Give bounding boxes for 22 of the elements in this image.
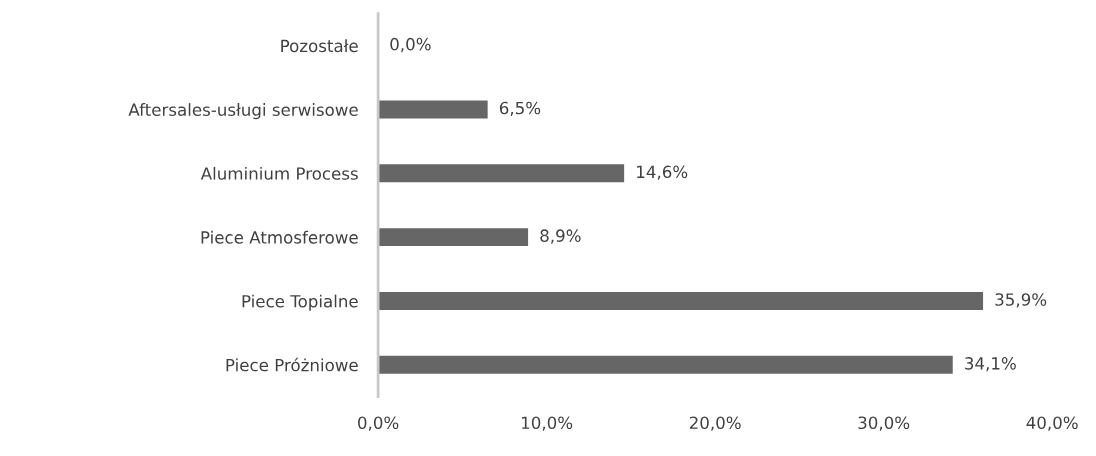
bar xyxy=(378,355,953,374)
x-tick-label: 30,0% xyxy=(858,416,910,431)
y-tick-label: Piece Atmosferowe xyxy=(201,230,358,244)
bar xyxy=(378,292,984,310)
x-tick-label: 20,0% xyxy=(689,416,741,431)
data-label: 0,0% xyxy=(390,37,431,53)
data-label: 8,9% xyxy=(540,229,581,244)
y-tick-label: Pozostałe xyxy=(281,39,358,53)
data-label: 35,9% xyxy=(995,293,1047,308)
x-tick-label: 40,0% xyxy=(1026,416,1078,431)
bar xyxy=(378,100,488,119)
data-label: 34,1% xyxy=(965,357,1016,372)
bar xyxy=(378,164,625,183)
x-tick-label: 0,0% xyxy=(358,416,399,431)
x-tick-label: 10,0% xyxy=(521,416,573,431)
bar xyxy=(378,228,529,247)
data-label: 14,6% xyxy=(637,165,688,180)
y-tick-label: Piece Próżniowe xyxy=(226,357,358,372)
y-tick-label: Aluminium Process xyxy=(200,166,358,180)
y-tick-label: Piece Topialne xyxy=(242,294,358,311)
data-label: 6,5% xyxy=(499,101,541,116)
y-tick-label: Aftersales-usługi serwisowe xyxy=(128,103,358,120)
